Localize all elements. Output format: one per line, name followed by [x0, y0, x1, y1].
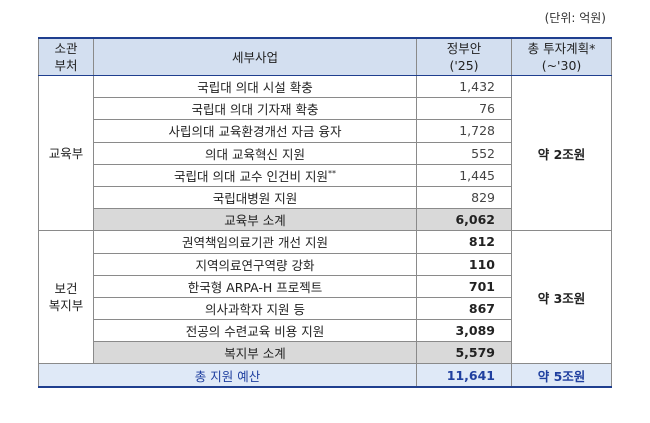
- program-name: 국립대 의대 교수 인건비 지원**: [93, 163, 417, 187]
- header-program: 세부사업: [93, 37, 417, 76]
- invest-plan-health: 약 3조원: [511, 230, 612, 365]
- program-amount: 829: [416, 185, 512, 210]
- program-amount: 3,089: [416, 319, 512, 343]
- total-amount: 11,641: [416, 363, 512, 389]
- program-amount: 110: [416, 252, 512, 276]
- program-name: 국립대병원 지원: [93, 185, 417, 210]
- table-row: 국립대병원 지원 829: [39, 185, 612, 210]
- budget-table: 소관 부처 세부사업 정부안 ('25) 총 투자계획* (~'30) 교육부 국립대…: [38, 37, 612, 389]
- program-amount: 812: [416, 230, 512, 254]
- header-dept: 소관 부처: [38, 37, 94, 76]
- table-row: 교육부 국립대 의대 시설 확충 1,432 약 2조원: [38, 74, 612, 232]
- program-amount: 867: [416, 296, 512, 321]
- program-name: 사립의대 교육환경개선 자금 융자: [93, 119, 417, 143]
- program-amount: 1,432: [416, 74, 512, 99]
- total-label: 총 지원 예산: [38, 363, 417, 389]
- header-invest-plan: 총 투자계획* (~'30): [511, 37, 612, 76]
- subtotal-label: 복지부 소계: [93, 341, 417, 365]
- total-row: 총 지원 예산 11,641 약 5조원: [38, 363, 612, 389]
- subtotal-amount: 5,579: [416, 341, 512, 365]
- program-name: 의대 교육혁신 지원: [93, 141, 417, 165]
- table-row: 의대 교육혁신 지원 552: [39, 141, 612, 165]
- program-name: 전공의 수련교육 비용 지원: [93, 319, 417, 343]
- program-amount: 552: [416, 141, 512, 165]
- program-name: 한국형 ARPA-H 프로젝트: [93, 274, 417, 298]
- invest-plan-education: 약 2조원: [511, 74, 612, 232]
- dept-cell-education: 교육부: [38, 74, 94, 232]
- subtotal-row: 복지부 소계 5,579: [39, 341, 612, 365]
- header-gov-budget: 정부안 ('25): [416, 37, 512, 76]
- table-row: 보건 복지부 권역책임의료기관 개선 지원 812 약 3조원: [38, 230, 612, 365]
- program-amount: 701: [416, 274, 512, 298]
- subtotal-amount: 6,062: [416, 208, 512, 232]
- program-name: 의사과학자 지원 등: [93, 296, 417, 321]
- table-row: 전공의 수련교육 비용 지원 3,089: [39, 319, 612, 343]
- unit-note: (단위: 억원): [544, 11, 606, 25]
- table-header-row: 소관 부처 세부사업 정부안 ('25) 총 투자계획* (~'30): [38, 37, 612, 76]
- table-row: 국립대 의대 기자재 확충 76: [39, 97, 612, 121]
- program-name: 권역책임의료기관 개선 지원: [93, 230, 417, 254]
- program-amount: 1,728: [416, 119, 512, 143]
- total-invest-plan: 약 5조원: [511, 363, 612, 389]
- dept-cell-health: 보건 복지부: [38, 230, 94, 365]
- program-amount: 1,445: [416, 163, 512, 187]
- program-name: 지역의료연구역량 강화: [93, 252, 417, 276]
- subtotal-label: 교육부 소계: [93, 208, 417, 232]
- program-name: 국립대 의대 시설 확충: [93, 74, 417, 99]
- program-amount: 76: [416, 97, 512, 121]
- program-name: 국립대 의대 기자재 확충: [93, 97, 417, 121]
- footnote-mark: **: [327, 168, 336, 178]
